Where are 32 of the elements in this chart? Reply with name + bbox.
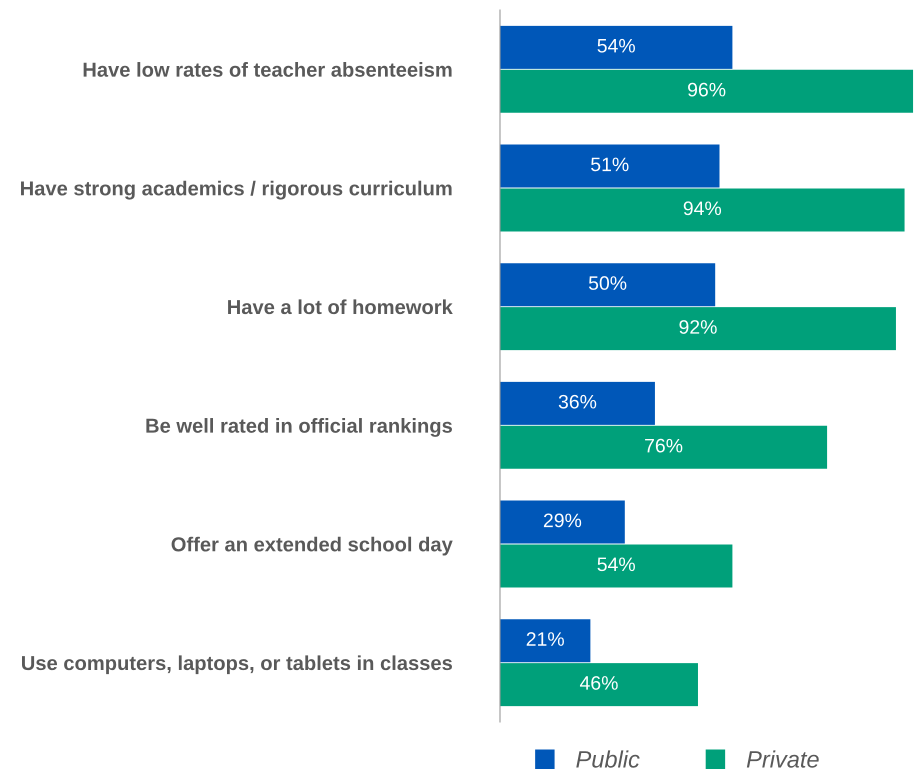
y-tick-label: Use computers, laptops, or tablets in classes xyxy=(22,655,452,674)
bar xyxy=(500,26,732,69)
y-tick-label: Have low rates of teacher absenteeism xyxy=(84,62,452,77)
bar xyxy=(500,307,896,350)
bar xyxy=(500,263,716,306)
data-label: 54% xyxy=(598,38,635,53)
bar xyxy=(500,544,732,588)
data-label: 50% xyxy=(588,276,626,290)
data-label: 29% xyxy=(544,513,582,528)
legend-label: Public xyxy=(576,750,640,768)
y-tick-label: Offer an extended school day xyxy=(172,536,453,556)
data-label: 94% xyxy=(684,201,722,216)
bar xyxy=(500,70,914,113)
data-label: 46% xyxy=(580,676,618,690)
legend-label: Private xyxy=(746,750,819,768)
data-label: 92% xyxy=(679,320,717,334)
bar xyxy=(500,500,625,544)
y-tick-label: Have strong academics / rigorous curriculum xyxy=(21,180,452,200)
bar xyxy=(500,382,655,425)
data-label: 51% xyxy=(591,158,629,172)
data-label: 21% xyxy=(526,632,564,646)
bar xyxy=(500,663,698,706)
data-label: 36% xyxy=(558,394,596,409)
data-label: 96% xyxy=(688,82,726,97)
bar xyxy=(500,619,590,662)
bar xyxy=(500,188,905,232)
y-tick-label: Have a lot of homework xyxy=(228,299,453,314)
data-label: 54% xyxy=(598,557,635,572)
bar xyxy=(500,426,828,469)
data-label: 76% xyxy=(645,438,682,453)
bar xyxy=(500,144,720,188)
y-tick-label: Be well rated in official rankings xyxy=(146,418,452,437)
